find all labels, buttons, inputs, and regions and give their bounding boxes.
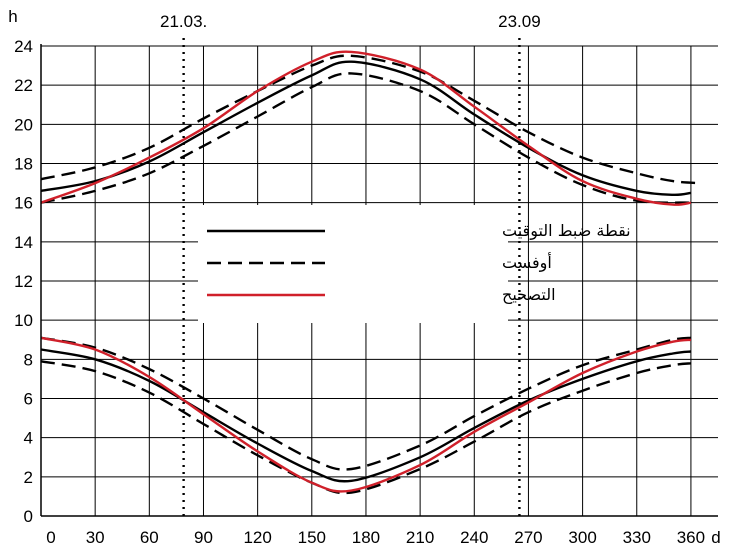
y-tick-label: 20 [14, 115, 33, 134]
y-tick-label: 8 [24, 350, 33, 369]
y-tick-label: 16 [14, 194, 33, 213]
axes [40, 44, 718, 517]
series-line-lower-solid-4 [40, 348, 692, 483]
x-tick-label: 0 [46, 528, 55, 547]
series-line-upper-solid-0 [40, 60, 692, 197]
x-tick-label: 60 [140, 528, 159, 547]
x-tick-label: 120 [243, 528, 271, 547]
y-tick-label: 18 [14, 155, 33, 174]
y-tick-label: 0 [24, 507, 33, 526]
legend-label-0: نقطة ضبط التوقيت [502, 221, 631, 241]
y-tick-label: 12 [14, 272, 33, 291]
x-tick-label: 270 [514, 528, 542, 547]
x-tick-label: 30 [86, 528, 105, 547]
series-line-lower-solid-7 [40, 336, 692, 493]
series-line-upper-solid-3 [40, 50, 692, 206]
x-tick-label: 300 [568, 528, 596, 547]
y-tick-label: 6 [24, 390, 33, 409]
x-tick-label: 360 [677, 528, 705, 547]
x-tick-label: 150 [298, 528, 326, 547]
legend-label-2: التصحيح [502, 285, 556, 305]
legend-background [198, 205, 508, 323]
x-tick-label: 210 [406, 528, 434, 547]
y-tick-label: 14 [14, 233, 33, 252]
legend: نقطة ضبط التوقيت أوفست التصحيح [198, 205, 631, 323]
x-tick-label: 330 [623, 528, 651, 547]
tick-labels: 0 30 60 90 120 150 180 210 240 270 300 330 360024681… [8, 7, 720, 547]
x-tick-label: 240 [460, 528, 488, 547]
curves [40, 50, 700, 495]
x-tick-label: 90 [194, 528, 213, 547]
y-tick-label: 22 [14, 76, 33, 95]
legend-label-1: أوفست [502, 252, 552, 273]
x-axis-label: d [711, 528, 720, 547]
series-line-upper-dashed-2 [40, 72, 691, 204]
date-marker-label-0: 21.03. [160, 12, 207, 31]
date-markers: 21.03. 23.09 [160, 12, 541, 516]
y-tick-label: 2 [24, 468, 33, 487]
date-marker-label-1: 23.09 [498, 12, 541, 31]
y-tick-label: 24 [14, 37, 33, 56]
y-tick-label: 10 [14, 311, 33, 330]
series-line-upper-dashed-1 [40, 54, 700, 185]
y-axis-label: h [8, 7, 17, 26]
y-tick-label: 4 [24, 429, 33, 448]
x-tick-label: 180 [352, 528, 380, 547]
